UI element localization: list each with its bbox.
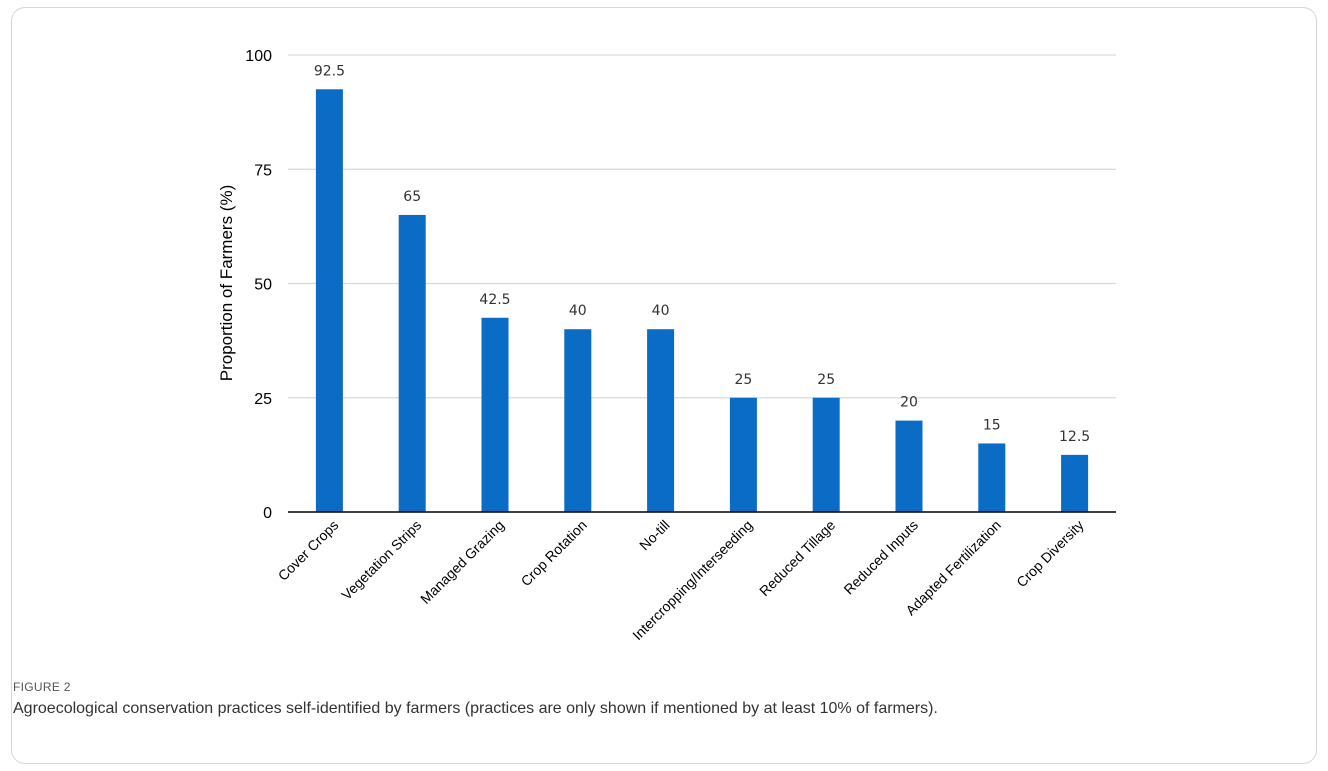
data-label: 25 [734,372,752,388]
bar-chart: 92.5 65 42.5 40 40 25 25 20 15 12.5 0 25 50 75 100 Cov… [217,48,1116,643]
data-label: 12.5 [1059,429,1090,445]
x-tick-label: Cover Crops [275,517,342,584]
y-tick-label: 25 [254,391,272,408]
data-label: 92.5 [314,63,345,79]
bar [647,329,675,512]
bar [564,329,592,512]
y-tick-label: 0 [263,505,272,522]
bar [812,397,840,512]
data-label: 15 [983,417,1001,433]
y-tick-label: 50 [254,277,272,294]
x-tick-label: Crop Rotation [518,517,590,589]
x-tick-label: Adapted Fertilization [902,517,1004,619]
data-label: 20 [900,395,918,411]
bar [481,317,509,512]
data-label: 25 [817,372,835,388]
bar [315,89,343,513]
x-tick-label: Managed Grazing [417,517,507,607]
bar [978,443,1006,512]
x-tick-label: Reduced Tillage [756,517,838,599]
data-label: 42.5 [479,292,510,308]
gridlines [288,54,1116,399]
data-label: 40 [569,303,587,319]
data-label: 65 [403,189,421,205]
bar [1061,454,1089,512]
data-label: 40 [652,303,670,319]
y-axis-title: Proportion of Farmers (%) [217,185,236,382]
bar [398,214,426,512]
y-tick-label: 100 [245,48,272,65]
x-tick-label: Vegetation Strips [338,517,424,603]
x-tick-label: No-till [636,517,673,554]
bar [895,420,923,512]
bar [729,397,757,512]
y-tick-label: 75 [254,162,272,179]
figure-label: FIGURE 2 [13,680,71,694]
bars: 92.5 65 42.5 40 40 25 25 20 15 12.5 [314,63,1090,513]
x-tick-label: Reduced Inputs [840,517,921,598]
x-tick-label: Crop Diversity [1013,517,1086,590]
figure-caption: Agroecological conservation practices se… [13,700,938,717]
